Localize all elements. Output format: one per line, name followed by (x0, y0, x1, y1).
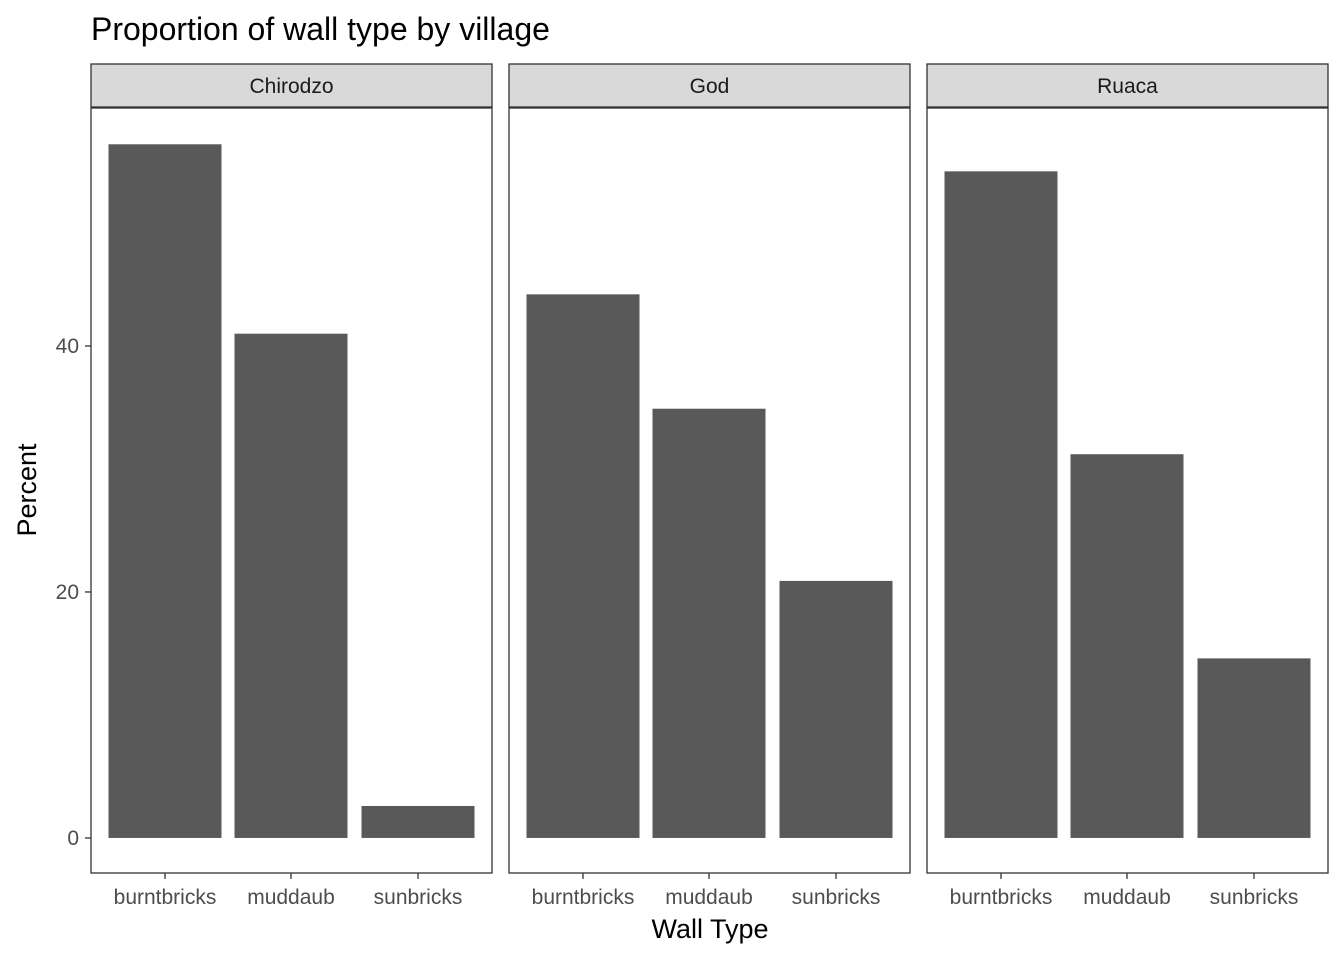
x-axis-title: Wall Type (651, 914, 768, 944)
y-axis-title: Percent (12, 443, 42, 537)
bar-chirodzo-sunbricks (361, 805, 475, 838)
x-tick-label: sunbricks (374, 886, 463, 909)
facet-label: Chirodzo (249, 75, 333, 98)
y-tick-label: 0 (67, 827, 79, 850)
facet-strip (90, 63, 493, 108)
x-tick-label: sunbricks (792, 886, 881, 909)
bar-god-burntbricks (526, 294, 640, 838)
bar-ruaca-muddaub (1070, 454, 1184, 838)
bar-god-sunbricks (779, 580, 893, 838)
bar-chirodzo-burntbricks (108, 144, 222, 838)
bar-ruaca-burntbricks (944, 171, 1058, 838)
facet-strip (926, 63, 1329, 108)
chart-title: Proportion of wall type by village (91, 11, 550, 47)
x-tick-label: muddaub (665, 886, 753, 909)
x-tick-label: sunbricks (1210, 886, 1299, 909)
facet-strip (508, 63, 911, 108)
x-tick-label: burntbricks (114, 886, 217, 909)
y-tick-label: 40 (56, 335, 79, 358)
bar-god-muddaub (652, 408, 766, 838)
x-tick-label: muddaub (247, 886, 335, 909)
bar-chirodzo-muddaub (234, 333, 348, 838)
x-tick-label: burntbricks (532, 886, 635, 909)
x-tick-label: burntbricks (950, 886, 1053, 909)
facet-label: God (690, 75, 730, 98)
facet-label: Ruaca (1097, 75, 1158, 98)
y-tick-label: 20 (56, 581, 79, 604)
x-tick-label: muddaub (1083, 886, 1171, 909)
bar-ruaca-sunbricks (1197, 658, 1311, 838)
